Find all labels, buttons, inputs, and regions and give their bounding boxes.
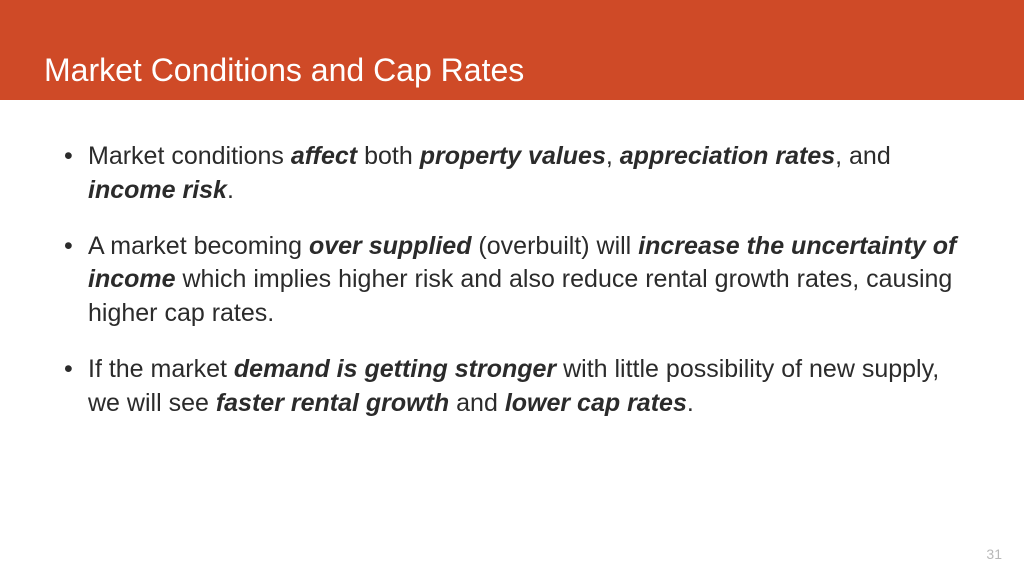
text-run: which implies higher risk and also reduc… <box>88 265 952 327</box>
text-run: both <box>357 142 420 170</box>
text-run: . <box>227 176 234 204</box>
text-run: . <box>687 389 694 417</box>
text-run: lower cap rates <box>505 389 687 417</box>
text-run: affect <box>291 142 357 170</box>
text-run: , <box>606 142 620 170</box>
text-run: faster rental growth <box>216 389 449 417</box>
slide-title: Market Conditions and Cap Rates <box>44 52 1024 89</box>
text-run: (overbuilt) will <box>471 232 638 260</box>
text-run: A market becoming <box>88 232 309 260</box>
text-run: Market conditions <box>88 142 291 170</box>
page-number: 31 <box>986 546 1002 562</box>
bullet-item: Market conditions affect both property v… <box>60 140 964 208</box>
bullet-list: Market conditions affect both property v… <box>60 140 964 420</box>
text-run: appreciation rates <box>620 142 835 170</box>
text-run: If the market <box>88 355 234 383</box>
text-run: over supplied <box>309 232 472 260</box>
text-run: and <box>449 389 505 417</box>
text-run: income risk <box>88 176 227 204</box>
slide-body: Market conditions affect both property v… <box>0 100 1024 420</box>
text-run: , and <box>835 142 891 170</box>
text-run: demand is getting stronger <box>234 355 556 383</box>
bullet-item: If the market demand is getting stronger… <box>60 353 964 421</box>
bullet-item: A market becoming over supplied (overbui… <box>60 230 964 331</box>
title-band: Market Conditions and Cap Rates <box>0 0 1024 100</box>
text-run: property values <box>420 142 606 170</box>
slide: Market Conditions and Cap Rates Market c… <box>0 0 1024 576</box>
